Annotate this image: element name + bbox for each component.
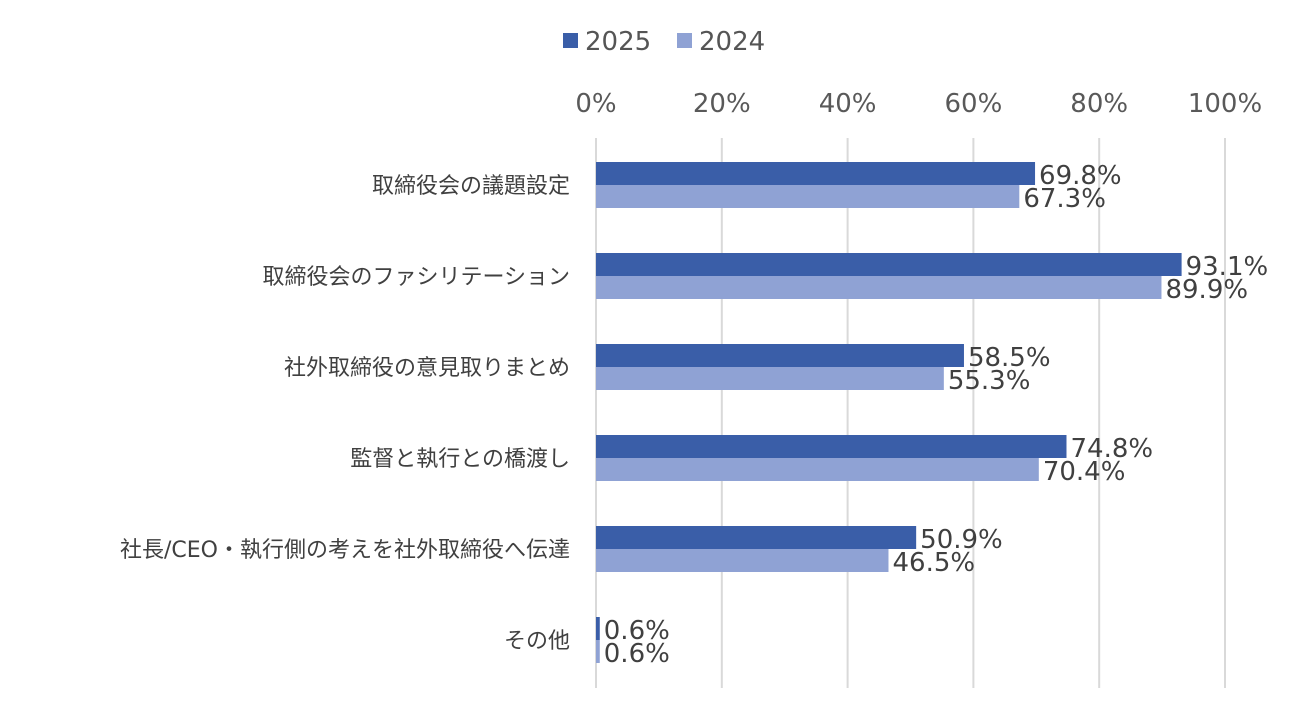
category-label: 監督と執行との橋渡し bbox=[350, 447, 570, 472]
bar-2024 bbox=[596, 549, 889, 572]
data-label-2025: 74.8% bbox=[1070, 434, 1153, 464]
legend-label-2024: 2024 bbox=[699, 27, 765, 57]
data-label-2025: 93.1% bbox=[1186, 252, 1269, 282]
bars bbox=[596, 162, 1182, 663]
category-label: 社長/CEO・執行側の考えを社外取締役へ伝達 bbox=[120, 538, 570, 563]
legend-swatch-2024 bbox=[677, 33, 692, 48]
data-label-2024: 0.6% bbox=[604, 639, 670, 669]
legend-label-2025: 2025 bbox=[585, 27, 651, 57]
tick-label: 20% bbox=[693, 89, 751, 119]
tick-label: 80% bbox=[1070, 89, 1128, 119]
data-label-2024: 46.5% bbox=[892, 548, 975, 578]
data-label-2024: 67.3% bbox=[1023, 184, 1106, 214]
bar-2025 bbox=[596, 435, 1067, 458]
data-label-2025: 58.5% bbox=[968, 343, 1051, 373]
data-label-2025: 0.6% bbox=[604, 616, 670, 646]
data-labels: 69.8%67.3% 93.1%89.9% 58.5%55.3% 74.8%70.4%… bbox=[604, 161, 1268, 669]
bar-2025 bbox=[596, 526, 917, 549]
category-label: その他 bbox=[504, 629, 570, 654]
legend-swatch-2025 bbox=[563, 33, 578, 48]
category-labels: 取締役会の議題設定取締役会のファシリテーション社外取締役の意見取りまとめ監督と執… bbox=[120, 174, 570, 654]
tick-label: 100% bbox=[1188, 89, 1262, 119]
tick-label: 40% bbox=[819, 89, 877, 119]
data-label-2025: 50.9% bbox=[920, 525, 1003, 555]
bar-2024 bbox=[596, 458, 1039, 481]
bar-2024 bbox=[596, 367, 944, 390]
x-axis-ticks: 0% 20% 40% 60% 80% 100% bbox=[575, 89, 1262, 119]
tick-label: 0% bbox=[575, 89, 616, 119]
bar-2025 bbox=[596, 344, 964, 367]
bar-2024 bbox=[596, 185, 1020, 208]
category-label: 取締役会の議題設定 bbox=[372, 174, 570, 199]
data-label-2024: 89.9% bbox=[1165, 275, 1248, 305]
data-label-2025: 69.8% bbox=[1039, 161, 1122, 191]
category-label: 社外取締役の意見取りまとめ bbox=[284, 356, 570, 381]
bar-2025 bbox=[596, 617, 600, 640]
tick-label: 60% bbox=[945, 89, 1003, 119]
bar-2025 bbox=[596, 162, 1036, 185]
bar-2025 bbox=[596, 253, 1182, 276]
data-label-2024: 55.3% bbox=[948, 366, 1031, 396]
gridlines bbox=[595, 138, 1226, 688]
category-label: 取締役会のファシリテーション bbox=[262, 265, 570, 290]
legend: 2025 2024 bbox=[563, 27, 765, 57]
bar-2024 bbox=[596, 276, 1162, 299]
bar-2024 bbox=[596, 640, 600, 663]
data-label-2024: 70.4% bbox=[1043, 457, 1126, 487]
